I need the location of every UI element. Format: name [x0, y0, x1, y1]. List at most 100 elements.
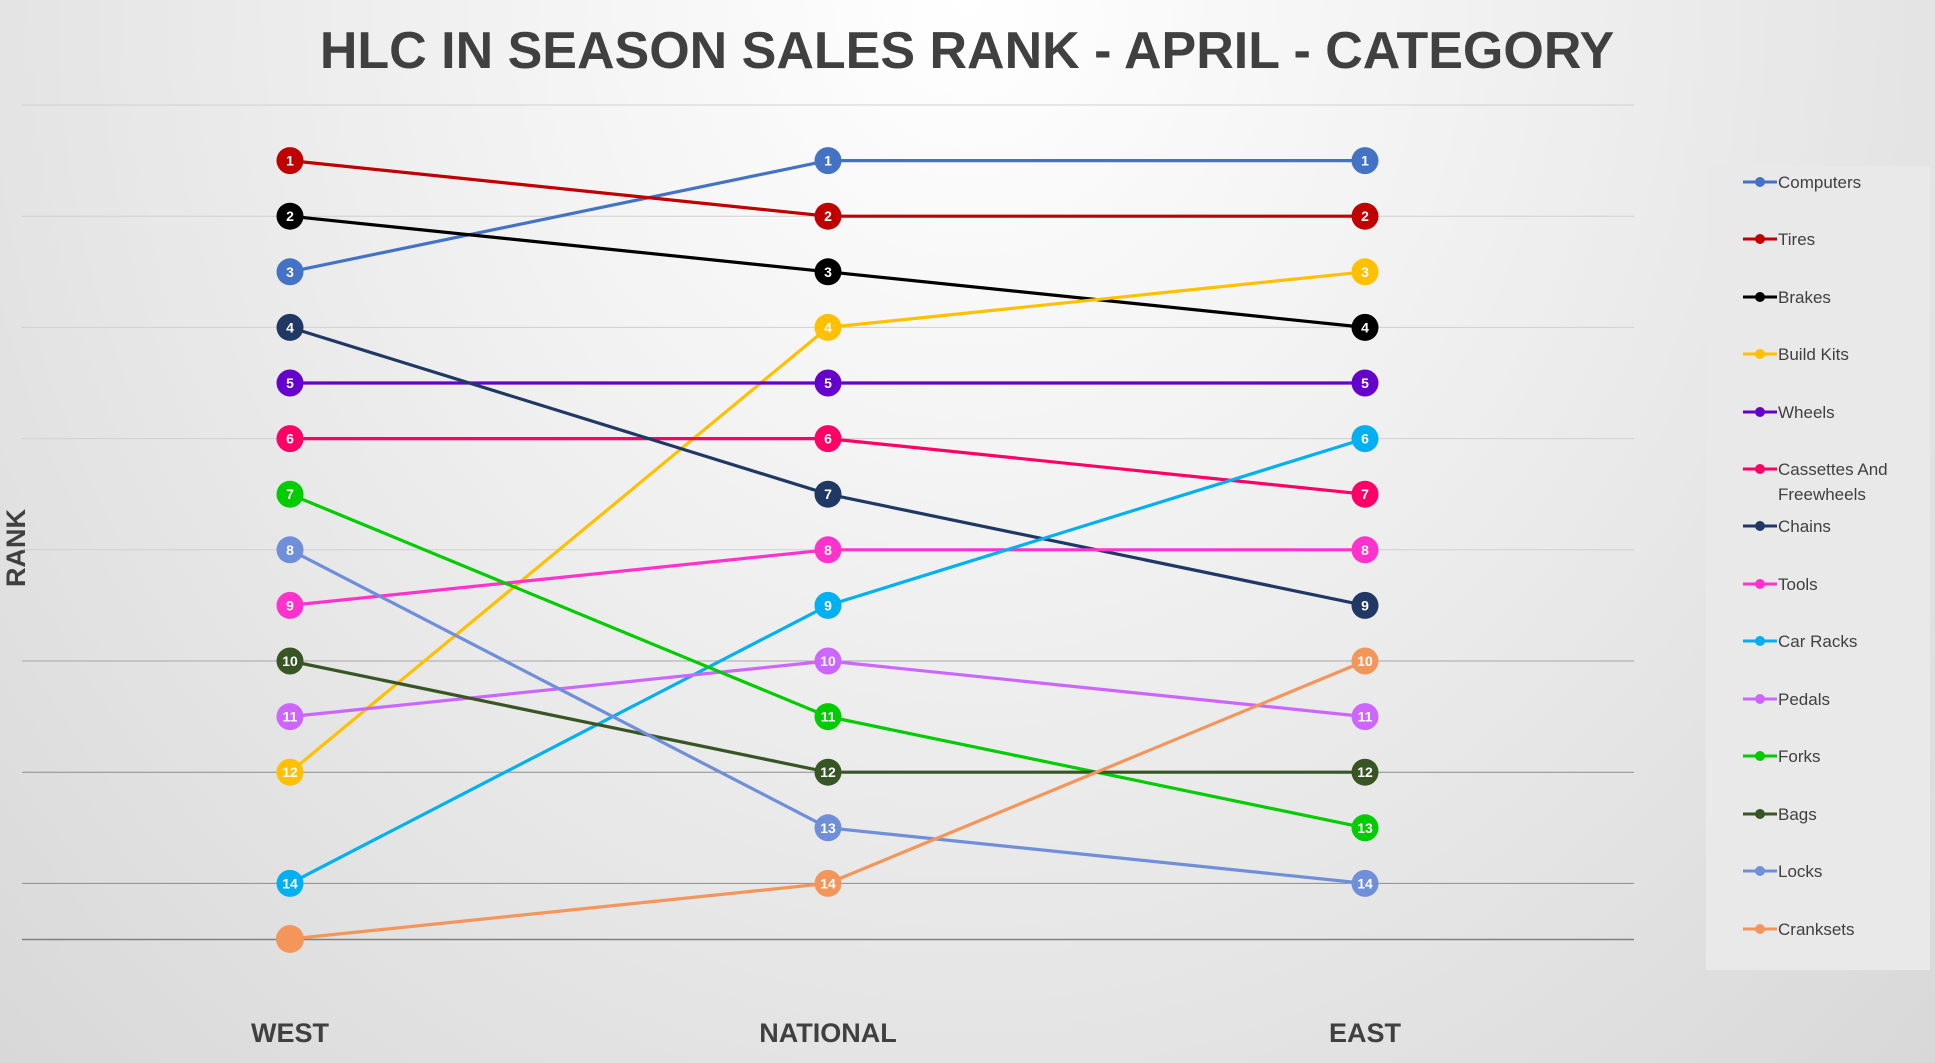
series-car-racks: 14 9 6	[276, 425, 1379, 897]
legend-item-car-racks: Car Racks	[1743, 632, 1857, 651]
data-point-forks-east	[1351, 814, 1379, 842]
data-label-car-racks-west: 14	[282, 875, 298, 891]
data-label-tools-national: 8	[824, 542, 832, 558]
y-axis-label: RANK	[1, 509, 31, 587]
legend-label: Forks	[1778, 747, 1821, 766]
data-point-wheels-west	[276, 369, 304, 397]
data-point-forks-national	[814, 703, 842, 731]
legend-marker	[1755, 177, 1765, 187]
legend-label: Build Kits	[1778, 345, 1849, 364]
data-label-forks-east: 13	[1357, 820, 1373, 836]
data-label-bags-west: 10	[282, 653, 298, 669]
legend-label: Tools	[1778, 575, 1818, 594]
data-point-car-racks-national	[814, 591, 842, 619]
series-tools: 9 8 8	[276, 536, 1379, 619]
data-label-bags-east: 12	[1357, 764, 1373, 780]
data-point-forks-west	[276, 480, 304, 508]
legend-marker	[1755, 407, 1765, 417]
legend-marker	[1755, 292, 1765, 302]
x-tick-label-national: NATIONAL	[759, 1018, 896, 1048]
series-forks: 7 11 13	[276, 480, 1379, 842]
legend-item-build-kits: Build Kits	[1743, 345, 1849, 364]
data-point-locks-national	[814, 814, 842, 842]
data-point-brakes-west	[276, 202, 304, 230]
data-label-brakes-east: 4	[1361, 319, 1369, 335]
data-point-wheels-national	[814, 369, 842, 397]
series-locks: 8 13 14	[276, 536, 1379, 897]
data-point-pedals-west	[276, 703, 304, 731]
data-point-bags-east	[1351, 758, 1379, 786]
series-chains: 4 7 9	[276, 313, 1379, 619]
legend-label: Cassettes And Freewheels	[1778, 460, 1888, 504]
data-point-pedals-east	[1351, 703, 1379, 731]
legend-item-tires: Tires	[1743, 230, 1815, 249]
data-label-tires-west: 1	[286, 153, 294, 169]
legend-item-cranksets: Cranksets	[1743, 920, 1855, 939]
data-point-car-racks-east	[1351, 425, 1379, 453]
data-point-bags-national	[814, 758, 842, 786]
data-point-brakes-national	[814, 258, 842, 286]
series-cranksets: 14 10	[276, 647, 1379, 953]
data-point-cassettes-and-freewheels-national	[814, 425, 842, 453]
data-point-cassettes-and-freewheels-east	[1351, 480, 1379, 508]
data-label-cassettes-and-freewheels-national: 6	[824, 431, 832, 447]
data-label-tires-national: 2	[824, 208, 832, 224]
data-label-build-kits-east: 3	[1361, 264, 1369, 280]
data-label-pedals-east: 11	[1358, 709, 1373, 725]
legend-label: Chains	[1778, 517, 1831, 536]
data-point-tools-west	[276, 591, 304, 619]
data-point-tools-national	[814, 536, 842, 564]
data-label-wheels-east: 5	[1361, 375, 1369, 391]
data-label-wheels-national: 5	[824, 375, 832, 391]
series-build-kits: 12 4 3	[276, 258, 1379, 786]
legend-item-brakes: Brakes	[1743, 288, 1831, 307]
legend-marker	[1755, 464, 1765, 474]
legend-label: Cranksets	[1778, 920, 1855, 939]
legend-label: Locks	[1778, 862, 1822, 881]
data-point-tires-west	[276, 147, 304, 175]
data-label-brakes-west: 2	[286, 208, 294, 224]
legend-label: Computers	[1778, 173, 1861, 192]
series-line-chains	[289, 325, 1366, 607]
data-point-bags-west	[276, 647, 304, 675]
data-label-forks-west: 7	[286, 486, 294, 502]
data-point-tires-national	[814, 202, 842, 230]
legend-label: Pedals	[1778, 690, 1830, 709]
data-point-brakes-east	[1351, 313, 1379, 341]
series-cassettes-and-freewheels: 6 6 7	[276, 425, 1379, 508]
data-label-build-kits-national: 4	[824, 319, 832, 335]
data-point-chains-national	[814, 480, 842, 508]
data-label-pedals-national: 10	[820, 653, 836, 669]
data-point-chains-west	[276, 313, 304, 341]
data-label-chains-national: 7	[824, 486, 832, 502]
data-point-chains-east	[1351, 591, 1379, 619]
legend-item-tools: Tools	[1743, 575, 1818, 594]
legend-item-forks: Forks	[1743, 747, 1821, 766]
data-point-build-kits-east	[1351, 258, 1379, 286]
x-tick-label-west: WEST	[251, 1018, 330, 1048]
legend-box	[1706, 166, 1930, 970]
data-point-cranksets-west	[276, 925, 304, 953]
x-tick-label-east: EAST	[1329, 1018, 1402, 1048]
data-label-cranksets-national: 14	[820, 875, 836, 891]
legend-item-computers: Computers	[1743, 173, 1861, 192]
legend-item-wheels: Wheels	[1743, 403, 1835, 422]
data-point-computers-west	[276, 258, 304, 286]
data-label-locks-west: 8	[286, 542, 294, 558]
data-label-tools-east: 8	[1361, 542, 1369, 558]
legend-item-locks: Locks	[1743, 862, 1822, 881]
legend-marker	[1755, 234, 1765, 244]
data-point-computers-national	[814, 147, 842, 175]
data-label-locks-national: 13	[820, 820, 836, 836]
legend-marker	[1755, 924, 1765, 934]
data-point-build-kits-west	[276, 758, 304, 786]
data-label-car-racks-national: 9	[824, 597, 832, 613]
data-label-cranksets-east: 10	[1357, 653, 1373, 669]
data-label-forks-national: 11	[821, 709, 836, 725]
data-label-cassettes-and-freewheels-east: 7	[1361, 486, 1369, 502]
series-line-build-kits	[288, 270, 1366, 774]
data-point-tools-east	[1351, 536, 1379, 564]
